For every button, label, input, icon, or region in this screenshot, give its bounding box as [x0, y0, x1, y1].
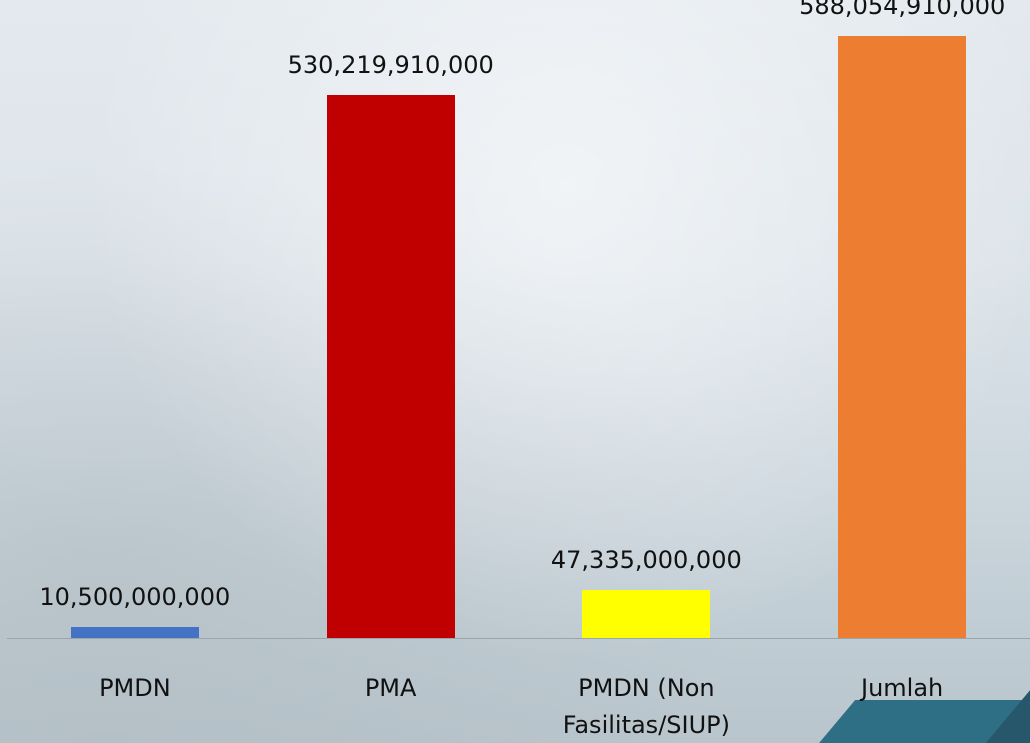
slide: 10,500,000,000 PMDN 530,219,910,000 PMA 47,3…: [0, 0, 1030, 743]
bar: [838, 36, 966, 638]
bar: [71, 627, 199, 638]
value-label: 47,335,000,000: [551, 546, 742, 574]
value-label: 588,054,910,000: [799, 0, 1005, 20]
x-tick-label: PMDN: [25, 670, 245, 707]
value-label: 530,219,910,000: [288, 51, 494, 79]
baseline: [7, 638, 1030, 639]
bar: [327, 95, 455, 638]
value-label: 10,500,000,000: [39, 583, 230, 611]
bar: [582, 590, 710, 638]
x-tick-label: PMA: [281, 670, 501, 707]
x-tick-label: PMDN (Non Fasilitas/SIUP): [536, 670, 756, 743]
x-tick-label: Jumlah: [792, 670, 1012, 707]
